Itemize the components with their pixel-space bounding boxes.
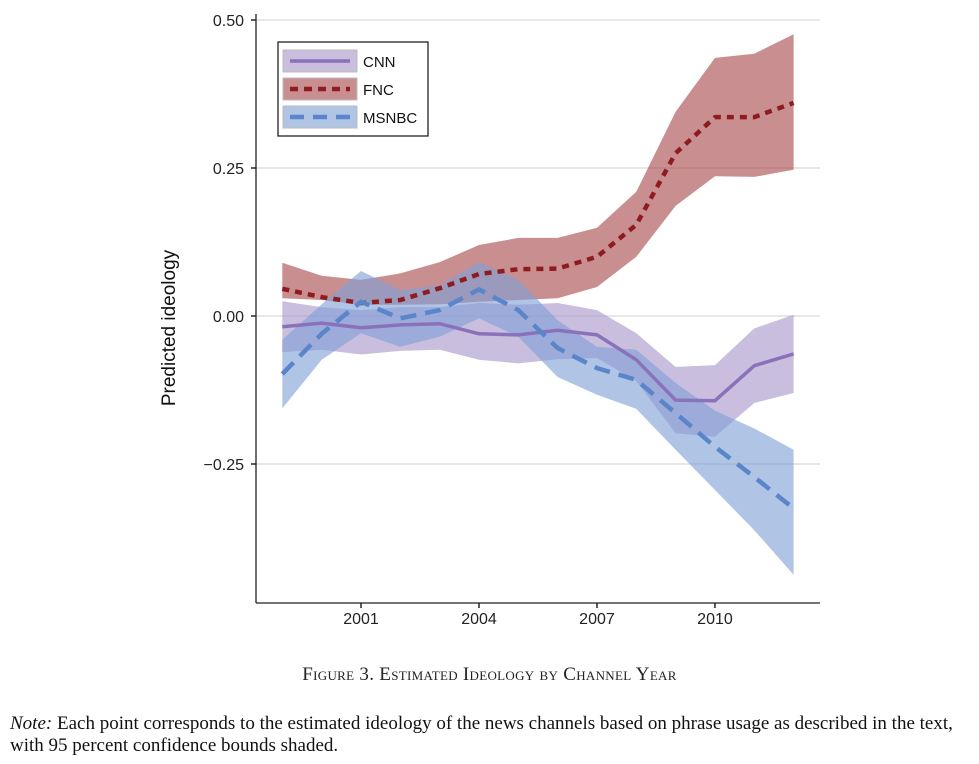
y-tick-label: 0.25 <box>213 161 244 178</box>
legend-label-fnc: FNC <box>363 82 394 99</box>
axes <box>255 14 820 604</box>
figure-caption: Figure 3. Estimated Ideology by Channel … <box>302 664 677 685</box>
x-tick-label: 2001 <box>343 611 379 628</box>
note-label: Note: <box>10 713 53 734</box>
figure-note: Note: Each point corresponds to the esti… <box>10 713 975 757</box>
msnbc-line <box>280 287 796 511</box>
fnc-confidence-band <box>282 34 794 305</box>
legend-label-cnn: CNN <box>363 54 396 71</box>
y-ticks: 0.50 0.25 0.00 −0.25 <box>204 13 256 474</box>
fnc-line <box>281 100 795 306</box>
x-ticks: 2001 2004 2007 2010 <box>343 603 733 628</box>
x-tick-label: 2010 <box>697 611 733 628</box>
legend: CNN FNC MSNBC <box>277 41 429 137</box>
note-text: Each point corresponds to the estimated … <box>10 713 953 756</box>
y-tick-label: 0.50 <box>213 13 244 30</box>
msnbc-confidence-band <box>282 262 794 575</box>
legend-label-msnbc: MSNBC <box>363 110 417 127</box>
y-tick-label: 0.00 <box>213 309 244 326</box>
cnn-line <box>282 321 795 403</box>
x-tick-label: 2007 <box>579 611 615 628</box>
ideology-chart: 0.50 0.25 0.00 −0.25 2001 2004 2007 2010 Predi… <box>159 13 820 628</box>
x-tick-label: 2004 <box>461 611 497 628</box>
y-axis-title: Predicted ideology <box>159 249 180 406</box>
series-lines <box>280 100 796 511</box>
y-tick-label: −0.25 <box>204 457 245 474</box>
